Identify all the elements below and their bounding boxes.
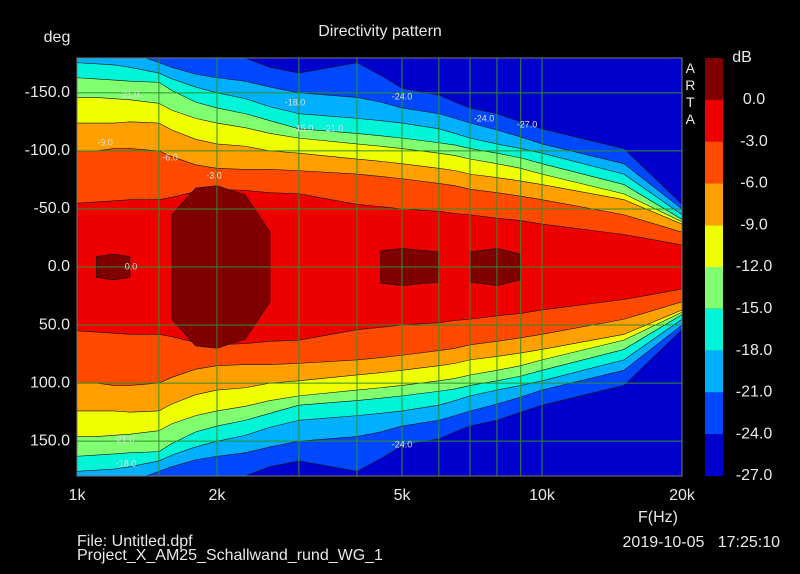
y-tick-label: -150.0: [25, 84, 70, 101]
colorbar-label: -3.0: [740, 133, 768, 150]
x-tick-label: 1k: [69, 487, 87, 504]
plot-frame: [76, 57, 683, 477]
colorbar-band: [705, 99, 723, 142]
colorbar-label: 0.0: [743, 91, 765, 108]
x-tick-label: 2k: [209, 487, 227, 504]
contour-label: -24.0: [392, 439, 413, 449]
y-tick-label: -100.0: [25, 142, 70, 159]
colorbar-band: [705, 392, 723, 435]
colorbar-band: [705, 58, 723, 100]
contour-label: -3.0: [206, 170, 222, 180]
footer-file: File: Untitled.dpf: [77, 533, 193, 550]
colorbar-label: -18.0: [736, 342, 773, 359]
colorbar-label: -24.0: [736, 425, 773, 442]
colorbar-label: -6.0: [740, 175, 768, 192]
contour-label: -21.0: [114, 434, 135, 444]
y-tick-label: -50.0: [34, 200, 71, 217]
contour-label: -15.0: [293, 123, 314, 133]
contour-label: -9.0: [97, 137, 113, 147]
colorbar-label: -12.0: [736, 258, 773, 275]
colorbar-label: -27.0: [736, 467, 773, 484]
y-axis-label: deg: [44, 29, 71, 46]
chart-title: Directivity pattern: [318, 23, 442, 40]
colorbar-band: [705, 141, 723, 184]
colorbar-band: [705, 183, 723, 226]
x-axis-label: F(Hz): [638, 509, 678, 526]
contour-label: -27.0: [517, 119, 538, 129]
y-tick-label: 0.0: [48, 258, 70, 275]
colorbar-label: -9.0: [740, 216, 768, 233]
colorbar-label: -15.0: [736, 300, 773, 317]
contour-label: -18.0: [285, 97, 306, 107]
x-tick-label: 5k: [394, 487, 412, 504]
colorbar-band: [705, 308, 723, 351]
colorbar-band: [705, 434, 723, 476]
colorbar-unit: dB: [732, 49, 752, 66]
contour-label: -21.0: [119, 89, 140, 99]
x-tick-label: 20k: [669, 487, 696, 504]
contour-label: -6.0: [162, 152, 178, 162]
footer-date: 2019-10-05 17:25:10: [623, 534, 781, 551]
colorbar-band: [705, 267, 723, 309]
x-tick-label: 10k: [529, 487, 556, 504]
brand: ARTA: [682, 60, 698, 128]
contour-label: -21.0: [323, 123, 344, 133]
contour-label: -24.0: [392, 91, 413, 101]
footer-project: Project_X_AM25_Schallwand_rund_WG_1: [77, 547, 383, 564]
overlay: 1k 2k 5k 10k 20k -150.0 -100.0 -50.0 0.0 50.0 100.…: [25, 57, 773, 504]
y-tick-label: 100.0: [30, 374, 70, 391]
contour-label: -24.0: [474, 113, 495, 123]
colorbar-band: [705, 350, 723, 393]
colorbar-label: -21.0: [736, 384, 773, 401]
y-tick-label: 150.0: [30, 432, 70, 449]
y-tick-label: 50.0: [39, 316, 70, 333]
contour-label: 0.0: [125, 261, 138, 271]
colorbar-band: [705, 225, 723, 267]
contour-label: -18.0: [116, 458, 137, 468]
